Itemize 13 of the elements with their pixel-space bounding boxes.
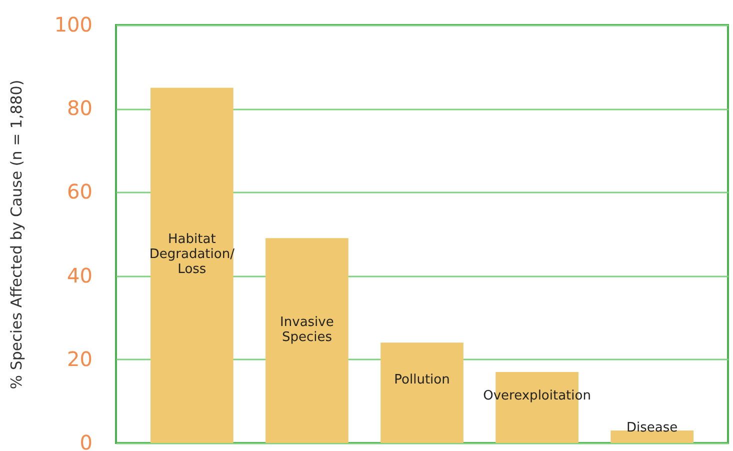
y-tick-label: 0: [80, 430, 92, 451]
bar: [610, 430, 694, 443]
bar: [150, 88, 234, 443]
y-tick-label: 100: [54, 12, 92, 36]
x-tick-label: Pollution: [394, 372, 450, 388]
x-tick-label: Invasive Species: [280, 314, 334, 345]
bar: [380, 342, 464, 443]
y-tick-label: 60: [67, 180, 92, 204]
y-axis-title: % Species Affected by Cause (n = 1,880): [7, 80, 26, 390]
y-tick-label: 20: [67, 346, 92, 371]
bar: [266, 238, 348, 443]
y-tick-label: 40: [67, 263, 92, 288]
y-tick-label: 80: [67, 96, 92, 120]
